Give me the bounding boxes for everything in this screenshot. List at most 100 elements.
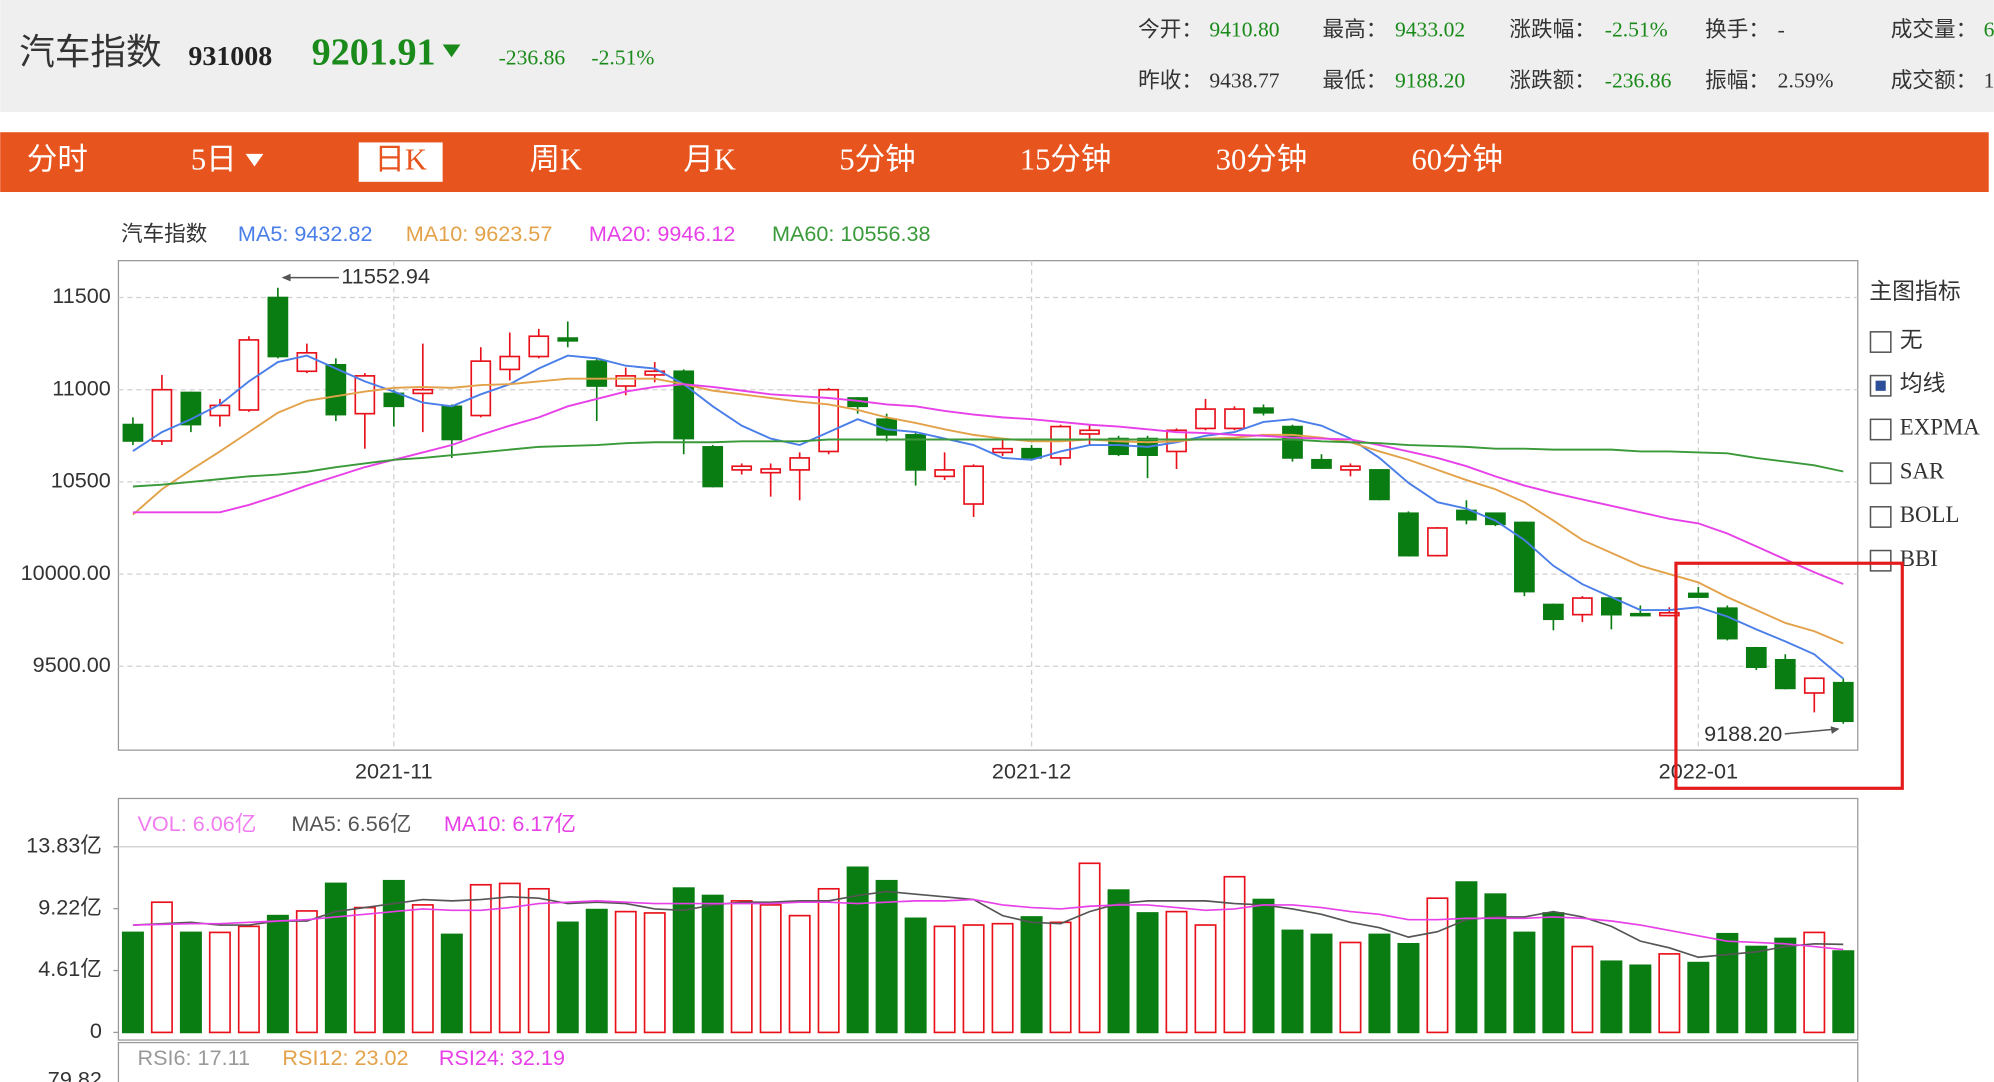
candle-body [267, 296, 289, 358]
checkbox[interactable] [1869, 549, 1892, 572]
volume-bar [1426, 897, 1449, 1034]
volume-bar [1745, 945, 1768, 1034]
volume-bar [672, 887, 695, 1034]
y-tick-label: 9.22亿 [38, 894, 102, 919]
candle-body [1369, 469, 1390, 501]
x-tick-label: 2021-12 [992, 759, 1071, 784]
legend-item: MA10: 9623.57 [406, 221, 553, 246]
tab[interactable]: 60分钟 [1412, 143, 1504, 177]
volume-bar [121, 931, 144, 1034]
chart-title: 汽车指数 [121, 221, 207, 246]
volume-bar [1687, 961, 1710, 1034]
legend-item: VOL: 6.06亿 [138, 811, 257, 836]
candle-body [441, 405, 463, 441]
indicator-option[interactable]: BBI [1900, 546, 1938, 571]
candle-body [383, 392, 405, 408]
volume-bar [1194, 924, 1217, 1034]
candle-body [876, 418, 898, 436]
volume-bar [440, 933, 463, 1034]
candle-body [1253, 407, 1274, 414]
volume-bar [585, 908, 608, 1034]
stat-label: 涨跌额： [1509, 69, 1595, 93]
indicator-option[interactable]: BOLL [1900, 502, 1960, 527]
tab[interactable]: 周K [530, 143, 583, 177]
volume-bar [1252, 898, 1275, 1034]
tab[interactable]: 30分钟 [1216, 143, 1307, 177]
candle-body [1195, 408, 1216, 430]
volume-bar [846, 866, 869, 1034]
volume-bar [1629, 964, 1652, 1034]
checkbox[interactable] [1869, 506, 1892, 528]
candle-body [238, 339, 260, 411]
candle-body [731, 465, 753, 471]
indicator-option[interactable]: EXPMA [1900, 415, 1981, 440]
legend-item: MA20: 9946.12 [589, 221, 736, 246]
stat-value: -2.51% [1605, 18, 1668, 42]
checkbox[interactable] [1869, 331, 1892, 353]
volume-bar [1455, 881, 1478, 1034]
indicator-frame [117, 1041, 1859, 1082]
candle-body [354, 375, 376, 415]
tab[interactable]: 5分钟 [839, 143, 915, 177]
ma-line [132, 383, 1844, 585]
stat-value: 9438.77 [1209, 69, 1279, 93]
volume-bar [962, 924, 985, 1034]
legend-item: MA5: 6.56亿 [291, 811, 411, 836]
tab-selected-bg [358, 142, 443, 182]
volume-bar [904, 917, 927, 1034]
candle-body [122, 423, 144, 442]
volume-bar [1368, 933, 1391, 1034]
tab-bar [0, 132, 1989, 192]
checkbox[interactable] [1869, 418, 1892, 441]
stat-value: 9188.20 [1395, 69, 1465, 93]
volume-bar [1658, 953, 1681, 1034]
candle-body [586, 360, 608, 387]
candle-body [1687, 592, 1709, 598]
y-tick-label: 0 [90, 1018, 102, 1043]
y-tick-label: 10500 [51, 468, 111, 493]
high-annotation: 11552.94 [341, 263, 430, 288]
candle-body [1658, 611, 1680, 617]
volume-bar [237, 925, 260, 1034]
tab[interactable]: 15分钟 [1020, 143, 1112, 177]
dropdown-arrow[interactable] [245, 153, 264, 167]
candle-body [1543, 603, 1564, 621]
indicator-legend: RSI6: 17.11 [138, 1045, 251, 1070]
checkbox-mark [1875, 380, 1886, 391]
volume-bar [295, 910, 318, 1034]
volume-bar [817, 887, 840, 1034]
tab[interactable]: 日K [374, 143, 427, 177]
candle-body [934, 469, 955, 478]
candle-body [1774, 658, 1796, 690]
volume-bar [759, 904, 782, 1034]
candle-body [1427, 527, 1448, 557]
tab[interactable]: 分时 [27, 143, 88, 177]
price-change-pct: -2.51% [591, 46, 654, 70]
candle-body [470, 360, 492, 417]
candle-body [760, 468, 782, 474]
candle-body [1832, 681, 1854, 723]
volume-bar [730, 900, 753, 1034]
indicator-option[interactable]: 无 [1900, 327, 1923, 352]
tab[interactable]: 月K [683, 143, 736, 177]
indicator-option[interactable]: 均线 [1900, 371, 1946, 396]
candle-body [1514, 521, 1535, 593]
content: 汽车指数 931008 9201.91 -236.86 -2.51% 今开： 9410.80… [19, 18, 1994, 1082]
candle-body [1716, 607, 1738, 640]
low-annotation: 9188.20 [1704, 721, 1782, 746]
candle-body [1021, 447, 1042, 459]
candle-body [1224, 408, 1245, 430]
volume-bar [266, 914, 289, 1034]
stat-label: 成交量： [1891, 18, 1977, 42]
volume-bar [382, 879, 405, 1034]
checkbox[interactable] [1869, 462, 1892, 485]
y-tick-label: 11500 [52, 283, 110, 308]
y-tick-label: 9500.00 [33, 652, 111, 677]
stat-label: 最高： [1322, 18, 1387, 42]
tab[interactable]: 5日 [191, 143, 237, 177]
stat-value: 2.59% [1778, 69, 1834, 93]
ma-line [132, 377, 1844, 645]
down-arrow [442, 44, 461, 58]
indicator-option[interactable]: SAR [1900, 458, 1945, 483]
